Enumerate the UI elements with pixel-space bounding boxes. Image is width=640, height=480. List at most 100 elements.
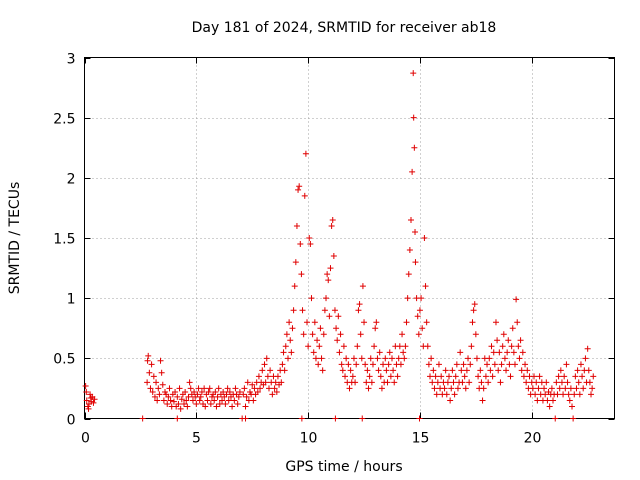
data-point — [505, 337, 512, 344]
data-point — [431, 385, 438, 392]
data-point — [363, 379, 370, 386]
data-point — [327, 265, 334, 272]
data-point — [378, 385, 385, 392]
data-point — [518, 367, 525, 374]
data-point — [244, 379, 251, 386]
data-point — [214, 393, 221, 400]
data-point — [285, 355, 292, 362]
y-tick-label: 2.5 — [53, 112, 75, 128]
data-point — [407, 216, 414, 223]
data-point — [150, 373, 157, 380]
data-point — [561, 373, 568, 380]
data-point — [590, 373, 597, 380]
data-point — [216, 401, 223, 408]
data-point — [463, 367, 470, 374]
data-point — [375, 367, 382, 374]
data-point — [367, 355, 374, 362]
data-point — [427, 373, 434, 380]
data-point — [183, 397, 190, 404]
data-point — [204, 397, 211, 404]
data-point — [515, 343, 522, 350]
data-point — [306, 235, 313, 241]
data-point — [156, 391, 163, 398]
data-point — [267, 367, 274, 374]
data-point — [513, 296, 520, 303]
data-point — [213, 403, 220, 410]
data-point — [223, 391, 230, 398]
data-point — [304, 319, 311, 326]
data-point — [491, 361, 498, 368]
data-point — [331, 307, 338, 314]
data-point — [430, 367, 437, 374]
data-point — [205, 389, 212, 396]
data-point — [289, 325, 296, 332]
data-point — [490, 349, 497, 356]
data-points — [82, 70, 597, 422]
data-point — [146, 369, 153, 376]
data-point — [468, 343, 475, 350]
data-point — [261, 361, 268, 368]
data-point — [546, 403, 553, 410]
data-point — [201, 385, 208, 392]
data-point — [377, 373, 384, 380]
data-point — [495, 367, 502, 374]
data-point — [571, 391, 578, 398]
data-point — [149, 389, 156, 396]
data-point — [574, 367, 581, 374]
data-point — [422, 283, 429, 290]
y-axis-label: SRMTID / TECUs — [7, 182, 23, 295]
data-point — [250, 397, 257, 404]
y-tick-label: 2 — [67, 172, 76, 188]
data-point — [242, 403, 249, 410]
data-point — [262, 379, 269, 386]
data-point — [382, 355, 389, 362]
y-tick-label: 0 — [67, 413, 76, 429]
data-point — [416, 307, 423, 314]
data-point — [198, 389, 205, 396]
data-point — [489, 373, 496, 380]
data-point — [293, 222, 300, 229]
data-point — [391, 379, 398, 386]
data-point — [485, 379, 492, 386]
data-point — [339, 367, 346, 374]
data-point — [290, 307, 297, 314]
data-point — [197, 393, 204, 400]
data-point — [419, 325, 426, 332]
data-point — [251, 385, 258, 392]
data-point — [346, 385, 353, 392]
data-point — [283, 331, 290, 338]
data-point — [368, 379, 375, 386]
data-point — [219, 397, 226, 404]
data-point — [257, 385, 264, 392]
data-point — [498, 361, 505, 368]
data-point — [584, 345, 591, 352]
data-point — [345, 361, 352, 368]
x-axis-label: GPS time / hours — [285, 459, 402, 475]
data-point — [438, 373, 445, 380]
data-point — [187, 385, 194, 392]
data-point — [185, 393, 192, 400]
data-point — [435, 361, 442, 368]
data-point — [541, 385, 548, 392]
data-point — [497, 379, 504, 386]
data-point — [405, 271, 412, 278]
data-point — [272, 379, 279, 386]
data-point — [511, 361, 518, 368]
data-point — [178, 396, 185, 403]
data-point — [315, 361, 322, 368]
data-point — [91, 396, 98, 403]
data-point — [428, 355, 435, 362]
data-point — [458, 367, 465, 374]
data-point — [286, 319, 293, 326]
data-point — [357, 331, 364, 338]
data-point — [399, 331, 406, 338]
data-point — [373, 319, 380, 326]
data-point — [174, 393, 181, 400]
data-point — [459, 379, 466, 386]
data-point — [416, 415, 423, 422]
data-point — [486, 355, 493, 362]
data-point — [332, 415, 339, 422]
data-point — [442, 367, 449, 374]
data-point — [404, 295, 411, 302]
